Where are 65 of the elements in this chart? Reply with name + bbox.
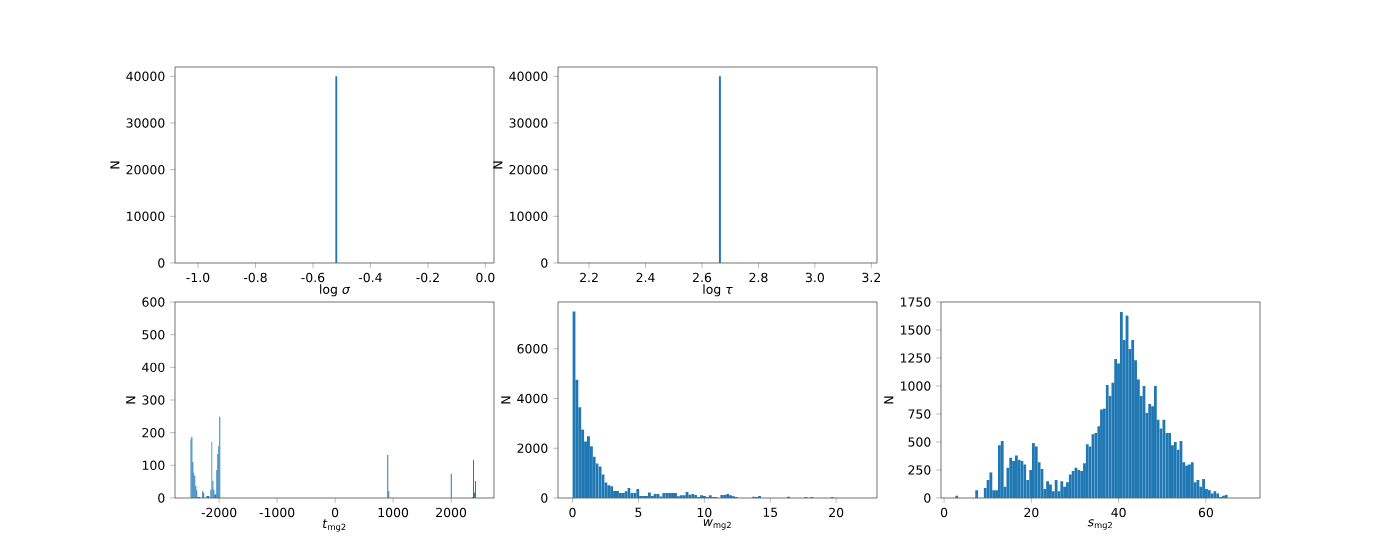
x-tick-label: 1000 [378, 507, 409, 518]
x-tick-label: -0.2 [416, 272, 439, 283]
y-tick-label: 10000 [510, 211, 548, 222]
x-tick-label: 5 [635, 507, 642, 517]
x-tick-label: 2000 [436, 507, 467, 518]
x-tick-label: 10 [697, 507, 712, 518]
y-tick-label: 6000 [517, 344, 548, 354]
x-axis-title: log τ [703, 284, 733, 297]
x-tick-label: 0 [569, 507, 576, 518]
x-axis-title: t$_{mg2}$ [323, 519, 346, 532]
x-tick-label: -1.0 [186, 272, 210, 283]
y-axis-title: N [126, 396, 136, 404]
y-tick-label: 200 [142, 427, 165, 438]
y-tick-label: 0 [158, 493, 165, 503]
x-axis-title: s$_{mg2}$ [1087, 519, 1112, 530]
y-axis-title: N [884, 396, 894, 404]
y-tick-label: 100 [142, 460, 165, 471]
y-tick-label: 750 [908, 409, 931, 419]
y-tick-label: 1750 [900, 297, 931, 307]
y-tick-label: 20000 [509, 164, 548, 175]
x-tick-label: 3.2 [862, 272, 881, 283]
y-tick-label: 400 [142, 362, 165, 373]
y-tick-label: 20000 [126, 164, 165, 175]
x-axis-title: log σ [320, 284, 351, 297]
x-tick-label: 15 [763, 507, 778, 517]
x-axis-title: w$_{mg2}$ [703, 519, 731, 530]
x-tick-label: 3.0 [805, 272, 824, 283]
x-tick-label: 0 [331, 507, 339, 518]
x-tick-label: 2.6 [692, 272, 712, 283]
y-tick-label: 0 [924, 493, 931, 503]
y-tick-label: 30000 [126, 118, 165, 128]
x-tick-label: -0.4 [358, 272, 382, 283]
x-tick-label: 2.4 [636, 272, 655, 282]
x-tick-label: -2000 [201, 507, 237, 518]
y-tick-label: 600 [142, 297, 165, 307]
y-tick-label: 1000 [900, 381, 931, 391]
x-tick-label: -0.6 [301, 272, 325, 283]
y-tick-label: 0 [158, 258, 165, 268]
x-tick-label: 60 [1198, 507, 1213, 518]
y-tick-label: 1250 [900, 353, 931, 363]
y-tick-label: 500 [142, 329, 165, 340]
x-tick-label: 20 [829, 507, 844, 518]
y-tick-label: 300 [142, 395, 165, 405]
y-tick-label: 500 [908, 437, 931, 447]
y-tick-label: 2000 [517, 443, 548, 453]
x-tick-label: 0 [940, 507, 948, 518]
y-axis-title: N [501, 396, 511, 404]
y-tick-label: 10000 [127, 211, 165, 222]
x-tick-label: 2.8 [749, 272, 768, 283]
x-tick-label: -1000 [259, 507, 295, 518]
x-tick-label: 40 [1111, 507, 1126, 518]
x-tick-label: 20 [1024, 507, 1039, 518]
y-axis-title: N [110, 161, 120, 169]
y-tick-label: 40000 [126, 71, 165, 82]
x-tick-label: -0.8 [243, 272, 267, 283]
x-tick-label: 0.0 [476, 272, 495, 283]
y-axis-title: N [493, 161, 503, 169]
x-tick-label: 2.2 [580, 272, 598, 282]
y-tick-label: 0 [541, 493, 548, 503]
y-tick-label: 250 [908, 465, 931, 475]
y-tick-label: 4000 [517, 393, 548, 404]
y-tick-label: 1500 [900, 325, 931, 335]
y-tick-label: 30000 [509, 118, 548, 128]
y-tick-label: 0 [541, 258, 548, 268]
y-tick-label: 40000 [509, 71, 548, 82]
